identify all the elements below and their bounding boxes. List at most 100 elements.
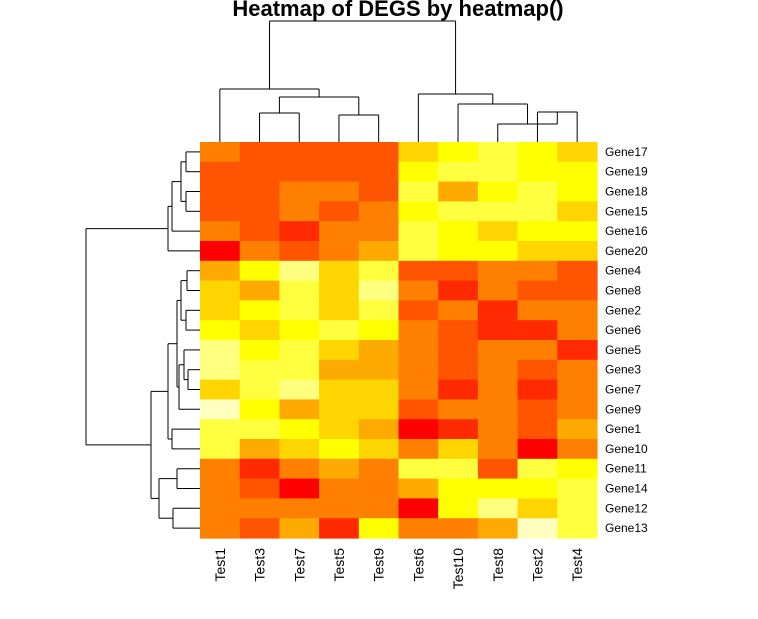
heatmap-cell <box>279 142 320 163</box>
heatmap-cell <box>477 142 519 163</box>
heatmap-cell <box>438 439 479 460</box>
row-label: Gene1 <box>605 422 641 436</box>
heatmap-cell <box>358 221 400 242</box>
heatmap-cell <box>239 161 280 183</box>
heatmap-cell <box>398 359 439 381</box>
heatmap-cell <box>279 399 320 420</box>
heatmap-cell <box>438 221 479 242</box>
heatmap-cell <box>200 221 241 242</box>
heatmap-cell <box>398 340 439 361</box>
heatmap-cell <box>358 458 400 480</box>
heatmap-cell <box>398 399 439 420</box>
heatmap-cell <box>438 260 479 282</box>
heatmap-cell <box>517 359 558 381</box>
heatmap-cells <box>200 142 598 539</box>
row-label: Gene9 <box>605 402 641 416</box>
heatmap-cell <box>438 498 479 519</box>
heatmap-cell <box>438 419 479 440</box>
heatmap-cell <box>517 300 558 321</box>
heatmap-cell <box>557 280 598 301</box>
heatmap-cell <box>517 161 558 183</box>
heatmap-cell <box>557 201 598 222</box>
heatmap-cell <box>477 439 519 460</box>
row-label: Gene16 <box>605 224 648 238</box>
heatmap-cell <box>398 518 439 539</box>
column-label: Test10 <box>450 548 466 589</box>
heatmap-cell <box>239 478 280 499</box>
row-label: Gene2 <box>605 303 641 317</box>
heatmap-cell <box>358 260 400 282</box>
row-label: Gene3 <box>605 363 641 377</box>
heatmap-cell <box>319 221 360 242</box>
heatmap-cell <box>557 241 598 262</box>
heatmap-cell <box>200 379 241 400</box>
heatmap-cell <box>200 201 241 222</box>
heatmap-cell <box>279 181 320 202</box>
heatmap-cell <box>477 161 519 183</box>
row-labels: Gene17 Gene19 Gene18 Gene15 Gene16 Gene20 Gene… <box>605 145 648 535</box>
chart-title: Heatmap of DEGS by heatmap() <box>232 0 563 21</box>
heatmap-cell <box>319 478 360 499</box>
heatmap-cell <box>557 359 598 381</box>
heatmap-cell <box>398 181 439 202</box>
heatmap-cell <box>319 498 360 519</box>
heatmap-cell <box>239 439 280 460</box>
heatmap-cell <box>239 280 280 301</box>
heatmap-cell <box>477 478 519 499</box>
column-label: Test6 <box>410 548 426 582</box>
heatmap-cell <box>557 439 598 460</box>
row-label: Gene8 <box>605 284 641 298</box>
heatmap-cell <box>398 419 439 440</box>
column-label: Test8 <box>490 548 506 582</box>
heatmap-cell <box>358 359 400 381</box>
heatmap-cell <box>557 142 598 163</box>
heatmap-cell <box>358 340 400 361</box>
heatmap-cell <box>279 320 320 341</box>
heatmap-cell <box>398 280 439 301</box>
heatmap-cell <box>319 359 360 381</box>
heatmap-cell <box>279 439 320 460</box>
heatmap-cell <box>438 478 479 499</box>
row-label: Gene17 <box>605 145 648 159</box>
heatmap-cell <box>517 340 558 361</box>
heatmap-cell <box>358 300 400 321</box>
heatmap-cell <box>200 340 241 361</box>
heatmap-cell <box>239 142 280 163</box>
heatmap-cell <box>239 181 280 202</box>
heatmap-cell <box>477 399 519 420</box>
column-dendrogram <box>219 20 578 142</box>
heatmap-cell <box>358 181 400 202</box>
heatmap-cell <box>200 399 241 420</box>
row-label: Gene10 <box>605 442 648 456</box>
heatmap-cell <box>477 340 519 361</box>
heatmap-cell <box>517 419 558 440</box>
heatmap-cell <box>557 181 598 202</box>
heatmap-cell <box>477 300 519 321</box>
heatmap-cell <box>319 399 360 420</box>
heatmap-cell <box>279 201 320 222</box>
heatmap-cell <box>358 201 400 222</box>
heatmap-cell <box>517 478 558 499</box>
heatmap-cell <box>477 498 519 519</box>
heatmap-cell <box>557 498 598 519</box>
heatmap-cell <box>557 320 598 341</box>
heatmap-cell <box>200 458 241 480</box>
heatmap-cell <box>517 241 558 262</box>
heatmap-cell <box>438 201 479 222</box>
heatmap-cell <box>517 439 558 460</box>
heatmap-cell <box>557 458 598 480</box>
heatmap-cell <box>200 518 241 539</box>
heatmap-cell <box>319 340 360 361</box>
heatmap-cell <box>200 320 241 341</box>
heatmap-cell <box>557 260 598 282</box>
heatmap-cell <box>279 300 320 321</box>
heatmap-cell <box>239 320 280 341</box>
heatmap-cell <box>438 181 479 202</box>
heatmap-cell <box>319 161 360 183</box>
heatmap-cell <box>279 221 320 242</box>
heatmap-cell <box>319 260 360 282</box>
row-label: Gene6 <box>605 323 641 337</box>
heatmap-cell <box>517 518 558 539</box>
heatmap-cell <box>438 280 479 301</box>
heatmap-cell <box>477 260 519 282</box>
